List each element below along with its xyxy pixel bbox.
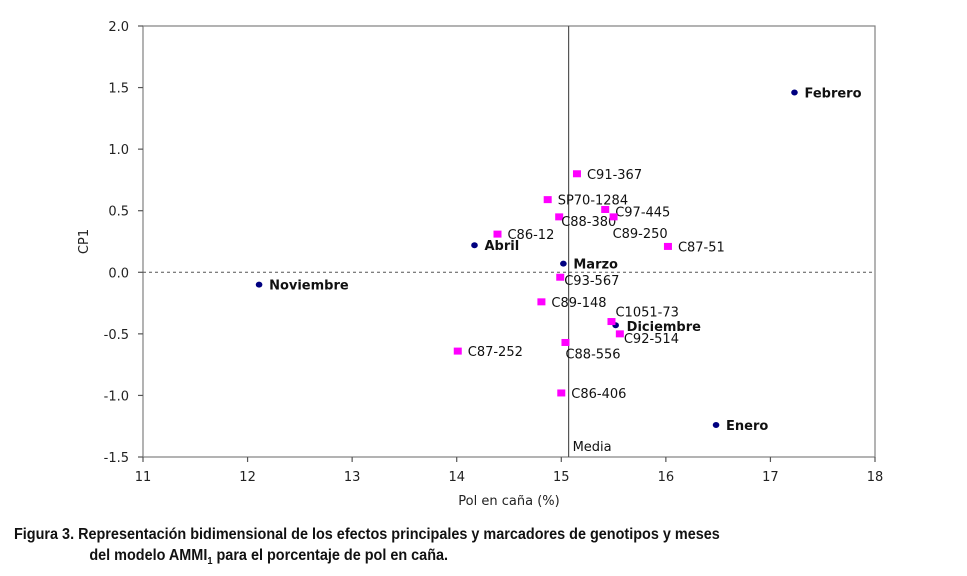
y-tick-label: -1.5 bbox=[104, 451, 129, 466]
y-tick-label: 2.0 bbox=[108, 20, 129, 35]
genotype-point bbox=[555, 213, 564, 221]
genotype-point bbox=[609, 213, 618, 221]
figure-caption: Figura 3. Representación bidimensional d… bbox=[14, 524, 720, 572]
month-label: Febrero bbox=[804, 86, 861, 101]
genotype-point bbox=[572, 170, 581, 178]
x-tick-label: 14 bbox=[448, 470, 465, 485]
month-label: Diciembre bbox=[627, 320, 701, 335]
x-tick-label: 13 bbox=[344, 470, 361, 485]
y-tick-label: 1.5 bbox=[108, 82, 129, 97]
mean-line-label: Media bbox=[573, 440, 612, 455]
axes: 2.0 1.5 1.0 0.5 0.0 -0.5 -1.0 -1.5 11 12 13 14 15 16 1… bbox=[104, 20, 884, 485]
y-axis-label: CP1 bbox=[77, 229, 92, 254]
y-tick-label: -1.0 bbox=[104, 389, 129, 404]
month-point bbox=[255, 281, 263, 288]
genotype-label: C97-445 bbox=[615, 205, 670, 220]
genotype-point bbox=[543, 196, 552, 204]
x-tick-label: 11 bbox=[135, 470, 152, 485]
genotype-label: C87-252 bbox=[468, 345, 523, 360]
genotype-label: C89-148 bbox=[551, 296, 606, 311]
y-tick-label: 0.0 bbox=[108, 266, 129, 281]
x-axis-label: Pol en caña (%) bbox=[458, 494, 559, 509]
plot-frame bbox=[142, 25, 876, 458]
genotype-point bbox=[453, 347, 462, 355]
x-tick-label: 16 bbox=[658, 470, 675, 485]
genotype-label: C91-367 bbox=[587, 168, 642, 183]
genotype-point bbox=[556, 273, 565, 281]
month-label: Noviembre bbox=[269, 279, 349, 294]
genotype-label: C93-567 bbox=[564, 274, 619, 289]
x-tick-label: 12 bbox=[239, 470, 256, 485]
genotype-point bbox=[537, 298, 546, 306]
x-tick-label: 18 bbox=[867, 470, 884, 485]
genotype-point bbox=[663, 242, 672, 250]
data-marks: Febrero Abril Marzo Noviembre Diciembre Enero… bbox=[255, 86, 862, 434]
ammi-biplot: 2.0 1.5 1.0 0.5 0.0 -0.5 -1.0 -1.5 11 12 13 14 15 16 1… bbox=[77, 20, 884, 509]
month-point bbox=[560, 260, 567, 267]
genotype-label: C88-556 bbox=[565, 347, 620, 362]
x-tick-label: 17 bbox=[762, 470, 779, 485]
caption-line-1: Figura 3. Representación bidimensional d… bbox=[14, 526, 720, 543]
genotype-label: C86-406 bbox=[571, 387, 626, 402]
month-label: Abril bbox=[484, 239, 519, 254]
caption-line-2-start: del modelo AMMI bbox=[89, 547, 208, 564]
month-label: Enero bbox=[726, 419, 768, 434]
x-tick-label: 15 bbox=[553, 470, 570, 485]
genotype-point bbox=[615, 330, 624, 338]
y-tick-label: -0.5 bbox=[104, 328, 129, 343]
y-tick-label: 1.0 bbox=[108, 143, 129, 158]
genotype-label: C1051-73 bbox=[615, 306, 678, 321]
caption-line-2-end: para el porcentaje de pol en caña. bbox=[212, 547, 449, 564]
caption-line-2: del modelo AMMI1 para el porcentaje de p… bbox=[14, 545, 720, 572]
genotype-label: SP70-1284 bbox=[558, 194, 628, 209]
month-label: Marzo bbox=[573, 258, 618, 273]
genotype-label: C92-514 bbox=[624, 332, 679, 347]
genotype-label: C88-380 bbox=[561, 215, 616, 230]
genotype-point bbox=[561, 338, 570, 346]
reference-lines: Media bbox=[143, 26, 875, 457]
genotype-point bbox=[557, 389, 566, 397]
genotype-point bbox=[601, 205, 610, 213]
y-tick-label: 0.5 bbox=[108, 205, 129, 220]
genotype-label: C86-12 bbox=[507, 228, 554, 243]
month-point bbox=[791, 89, 798, 96]
caption-subscript: 1 bbox=[207, 556, 213, 568]
month-point bbox=[471, 242, 478, 249]
month-point bbox=[712, 421, 720, 428]
month-series: Febrero Abril Marzo Noviembre Diciembre Enero bbox=[255, 86, 862, 434]
genotype-label: C89-250 bbox=[613, 227, 668, 242]
genotype-label: C87-51 bbox=[678, 240, 725, 255]
genotype-point bbox=[607, 318, 616, 326]
genotype-point bbox=[493, 230, 502, 238]
